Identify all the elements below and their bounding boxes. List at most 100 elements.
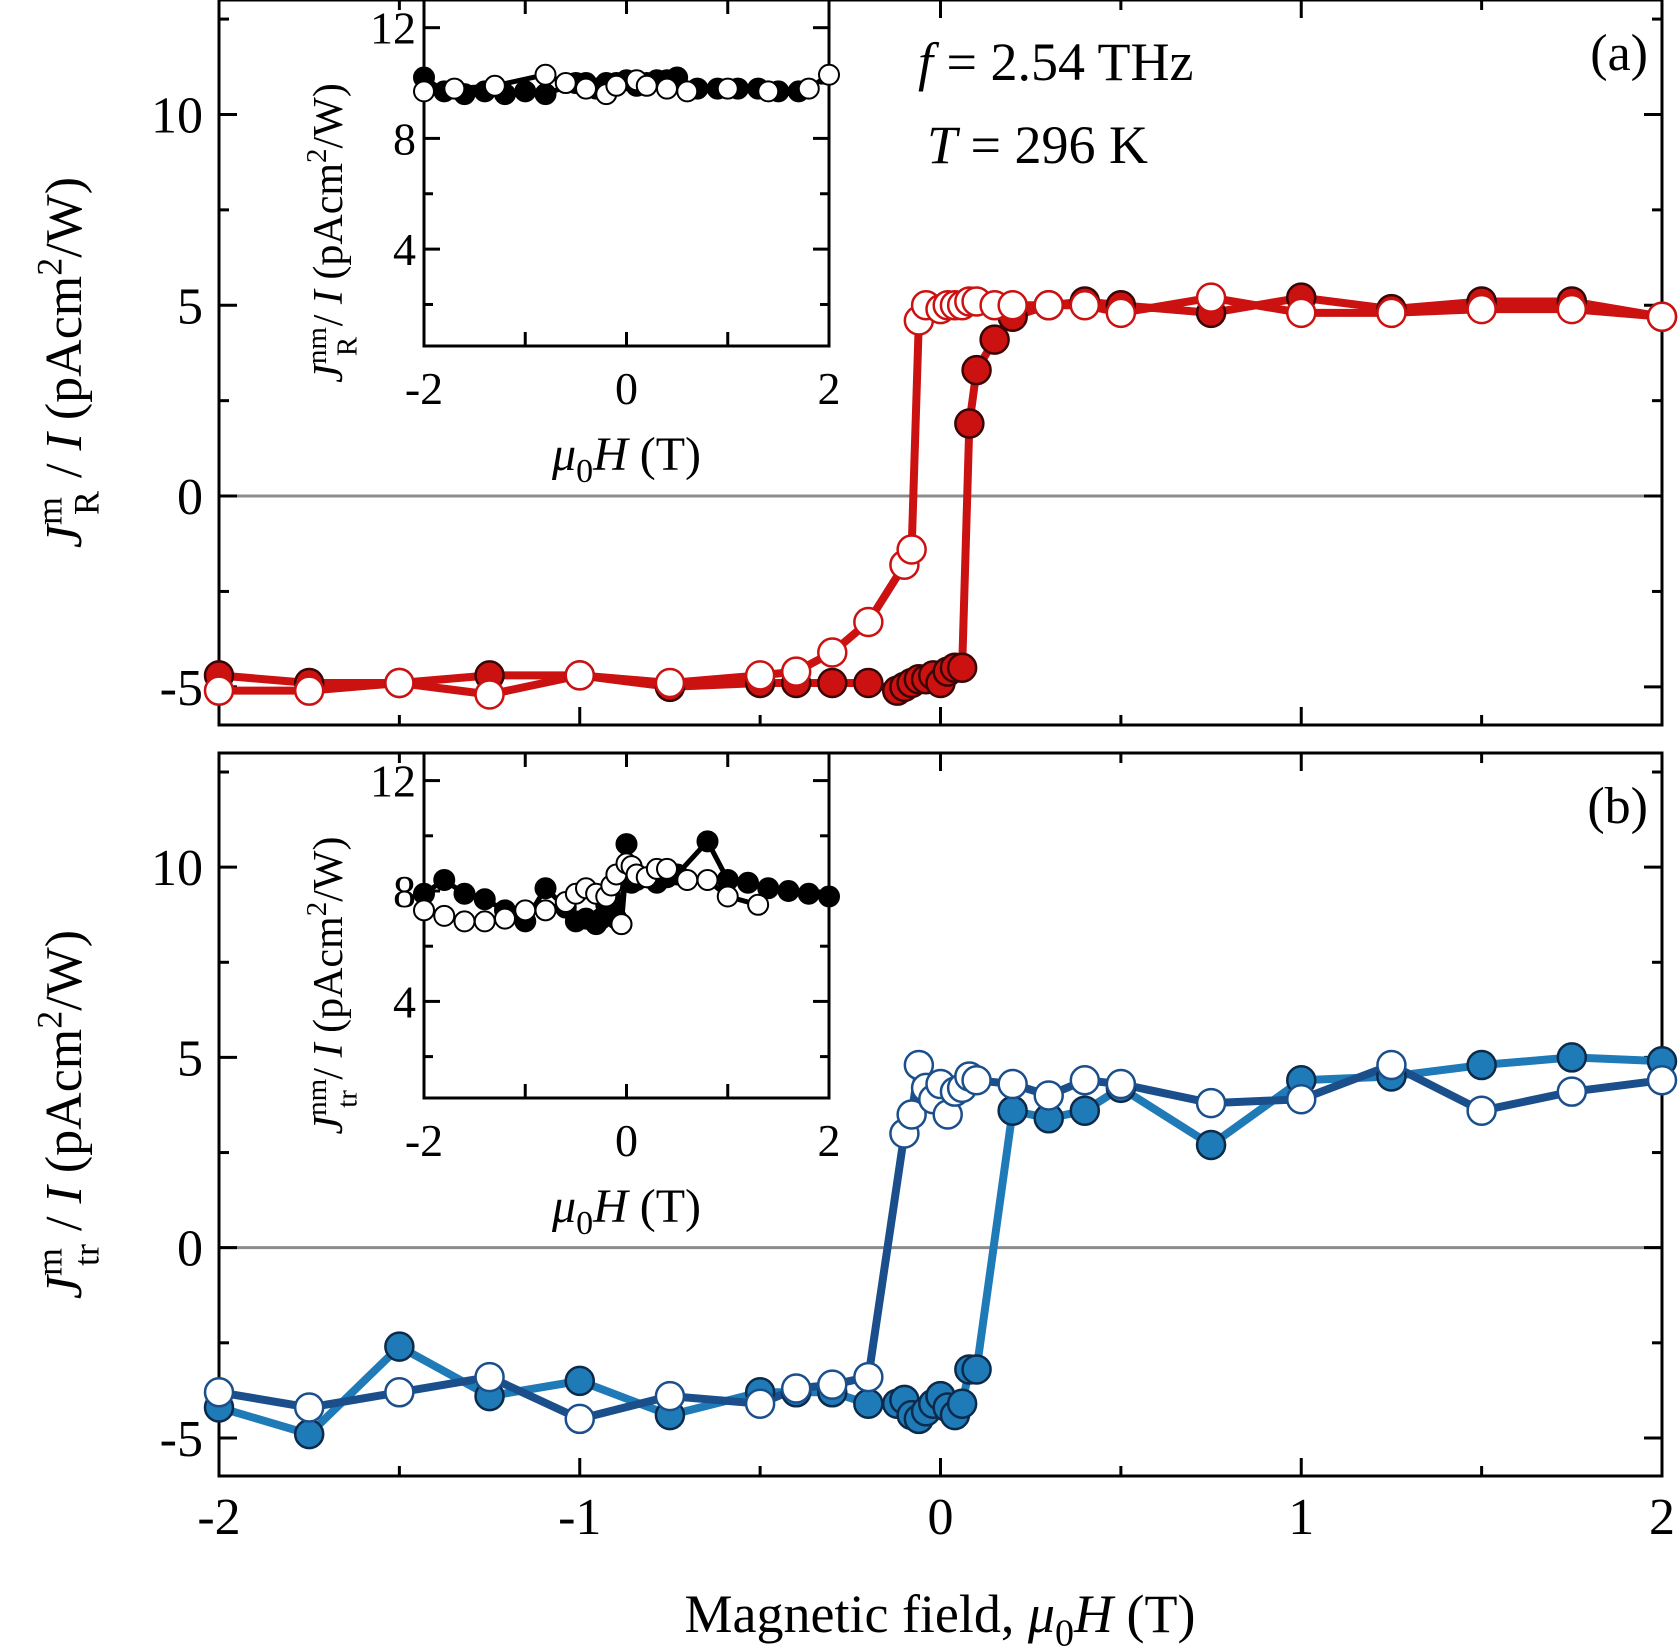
data-point-filled <box>853 1388 884 1419</box>
inset-data-point-open <box>514 899 537 922</box>
inset-data-point-filled <box>473 888 496 911</box>
data-point-filled <box>817 667 848 699</box>
data-point-open <box>1286 297 1317 329</box>
inset-data-point-filled <box>696 830 719 853</box>
data-point-open <box>293 675 325 706</box>
inset-x-tick-label: -2 <box>405 363 443 414</box>
data-point-open <box>1466 1095 1497 1126</box>
data-point-open <box>1105 297 1137 329</box>
inset-data-point-open <box>635 74 658 97</box>
data-point-filled <box>293 1418 325 1450</box>
data-point-filled <box>564 1365 595 1397</box>
inset-data-point-open <box>534 899 557 922</box>
data-point-open <box>817 637 848 668</box>
temperature-symbol: T <box>927 115 961 175</box>
panel-label: (a) <box>1590 25 1648 82</box>
inset-data-point-open <box>818 63 840 86</box>
data-point-filled <box>954 408 985 439</box>
temperature-value: = 296 K <box>957 115 1148 175</box>
data-point-open <box>1033 1080 1064 1111</box>
y-tick-label: 0 <box>177 1221 203 1278</box>
y-tick-label: 10 <box>151 87 203 144</box>
y-tick-label: 5 <box>177 1030 203 1087</box>
inset-data-point-open <box>443 77 466 100</box>
data-point-open <box>1195 1087 1227 1119</box>
data-point-open <box>293 1392 325 1423</box>
data-point-open <box>744 1388 776 1419</box>
data-point-filled <box>946 652 978 684</box>
data-point-open <box>1069 1065 1101 1096</box>
inset-data-point-open <box>757 80 780 103</box>
y-tick-label: -5 <box>160 660 203 717</box>
inset-x-tick-label: -2 <box>405 1115 443 1166</box>
data-point-filled <box>1556 1042 1588 1073</box>
data-point-filled <box>997 1095 1028 1126</box>
svg-text:f = 2.54 THz: f = 2.54 THz <box>918 32 1193 92</box>
data-point-open <box>1466 293 1497 325</box>
data-point-open <box>203 675 235 706</box>
inset-x-axis-label: μ0H (T) <box>551 1180 701 1242</box>
inset-x-tick-label: 0 <box>615 1115 638 1166</box>
data-point-open <box>817 1369 848 1400</box>
x-tick-label: -2 <box>197 1489 240 1546</box>
inset-data-point-open <box>676 80 699 103</box>
data-point-open <box>474 1361 505 1393</box>
condition-annotation: f = 2.54 THz T = 296 K <box>918 32 1193 175</box>
inset-data-point-open <box>413 899 435 922</box>
inset-data-point-filled <box>514 80 537 103</box>
inset-data-point-open <box>797 77 820 100</box>
data-point-open <box>1195 282 1227 313</box>
inset-data-point-filled <box>615 833 638 856</box>
data-point-open <box>384 1377 415 1408</box>
data-point-filled <box>1069 1095 1101 1126</box>
inset-y-axis-label: Jnmtr / I (pAcm2/W) <box>301 836 363 1134</box>
series-line-filled <box>218 293 1663 695</box>
y-tick-label: 0 <box>177 469 203 526</box>
data-point-open <box>780 1373 812 1404</box>
data-point-open <box>997 290 1028 321</box>
data-point-filled <box>1466 1049 1497 1081</box>
inset-data-point-filled <box>737 871 759 894</box>
inset-data-point-open <box>534 63 557 86</box>
inset-data-point-open <box>696 868 719 891</box>
inset-data-point-open <box>716 885 739 908</box>
y-axis-label: JmR / I (pAcm2/W) <box>29 177 106 548</box>
data-point-open <box>564 660 595 691</box>
inset-data-point-open <box>433 904 456 927</box>
data-point-open <box>961 1065 992 1096</box>
data-point-open <box>853 606 884 638</box>
data-point-open <box>564 1403 595 1435</box>
panel-label: (b) <box>1587 778 1648 835</box>
data-point-open <box>1069 290 1101 321</box>
inset-y-tick-label: 4 <box>393 976 416 1027</box>
data-point-open <box>654 1380 686 1412</box>
data-point-open <box>780 656 812 687</box>
inset-data-point-open <box>473 910 496 933</box>
inset-y-tick-label: 12 <box>370 756 416 807</box>
data-point-open <box>896 1099 927 1130</box>
y-axis-label: Jmtr / I (pAcm2/W) <box>29 930 106 1299</box>
data-point-filled <box>1195 1129 1227 1161</box>
data-point-open <box>1376 1049 1407 1081</box>
inset-y-tick-label: 8 <box>393 113 416 164</box>
data-point-filled <box>979 324 1010 355</box>
inset-y-tick-label: 12 <box>370 3 416 54</box>
data-point-open <box>1286 1084 1317 1115</box>
data-point-open <box>654 667 686 699</box>
data-point-open <box>384 667 415 699</box>
inset-y-tick-label: 4 <box>393 224 416 275</box>
x-tick-label: 1 <box>1288 1489 1314 1546</box>
inset-x-tick-label: 2 <box>818 363 841 414</box>
data-point-filled <box>961 354 992 386</box>
data-point-open <box>744 660 776 691</box>
data-point-filled <box>961 1354 992 1385</box>
data-point-open <box>1033 290 1064 321</box>
inset-x-axis-label: μ0H (T) <box>551 428 701 490</box>
data-point-open <box>1646 301 1678 332</box>
inset-data-point-open <box>676 868 699 891</box>
data-point-open <box>474 679 505 710</box>
svg-text:T = 296 K: T = 296 K <box>927 115 1148 175</box>
inset-data-point-open <box>656 77 678 100</box>
data-point-open <box>853 1361 884 1393</box>
